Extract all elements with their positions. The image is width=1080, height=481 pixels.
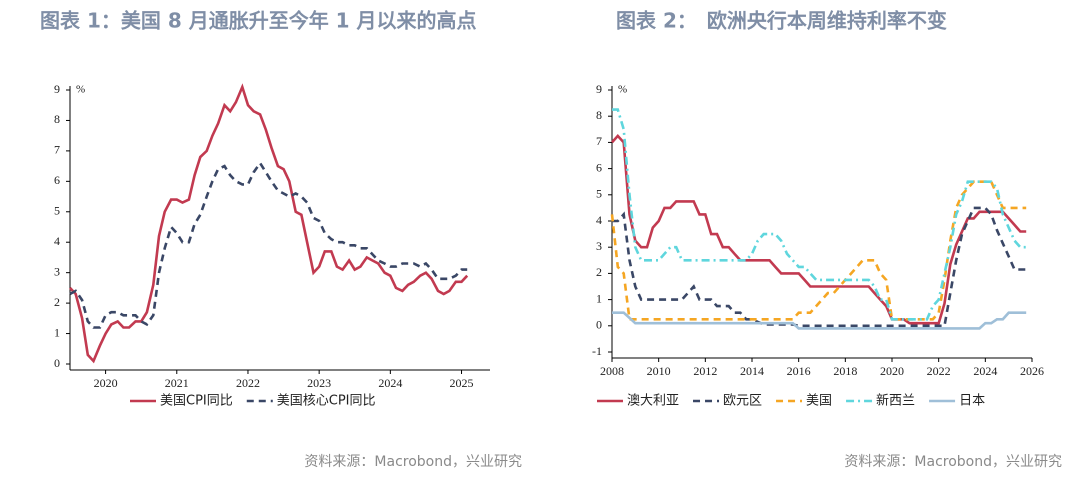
y-tick-label: 8 bbox=[596, 108, 602, 122]
x-tick-label: 2024 bbox=[973, 364, 997, 378]
x-tick-label: 2010 bbox=[647, 364, 671, 378]
y-tick-label: 4 bbox=[54, 234, 60, 248]
series-line bbox=[612, 206, 1027, 328]
x-tick-label: 2012 bbox=[693, 364, 717, 378]
y-tick-label: 5 bbox=[596, 187, 602, 201]
source: 资料来源：Macrobond，兴业研究 bbox=[304, 454, 522, 470]
x-tick-label: 2014 bbox=[740, 364, 764, 378]
legend-label: 美国核心CPI同比 bbox=[277, 394, 376, 409]
chart-title: 图表 2： 欧洲央行本周维持利率不变 bbox=[616, 9, 947, 33]
x-tick-label: 2025 bbox=[450, 376, 474, 390]
series-line bbox=[612, 311, 1027, 330]
y-tick-label: 1 bbox=[596, 291, 602, 305]
y-tick-label: 0 bbox=[596, 318, 602, 332]
y-tick-label: 5 bbox=[54, 204, 60, 218]
x-tick-label: 2022 bbox=[236, 376, 260, 390]
y-unit: % bbox=[618, 84, 627, 96]
series-line bbox=[611, 133, 1027, 325]
y-tick-label: 9 bbox=[54, 82, 60, 96]
y-tick-label: 6 bbox=[596, 160, 602, 174]
y-tick-label: 6 bbox=[54, 173, 60, 187]
x-tick-label: 2023 bbox=[307, 376, 331, 390]
y-tick-label: 3 bbox=[596, 239, 602, 253]
legend-label: 澳大利亚 bbox=[627, 393, 679, 409]
y-tick-label: -1 bbox=[592, 344, 602, 358]
series-line bbox=[69, 83, 469, 364]
y-tick-label: 4 bbox=[596, 213, 602, 227]
legend-label: 美国 bbox=[806, 394, 832, 409]
y-tick-label: 7 bbox=[54, 143, 60, 157]
legend-label: 日本 bbox=[959, 394, 985, 409]
y-tick-label: 2 bbox=[54, 295, 60, 309]
x-tick-label: 2026 bbox=[1020, 364, 1044, 378]
x-tick-label: 2020 bbox=[94, 376, 118, 390]
chart-title: 图表 1：美国 8 月通胀升至今年 1 月以来的高点 bbox=[40, 9, 477, 33]
x-tick-label: 2022 bbox=[927, 364, 951, 378]
legend-label: 新西兰 bbox=[876, 393, 915, 409]
y-tick-label: 3 bbox=[54, 264, 60, 278]
legend-label: 美国CPI同比 bbox=[160, 394, 233, 409]
y-tick-label: 9 bbox=[596, 82, 602, 96]
y-tick-label: 8 bbox=[54, 112, 60, 126]
y-unit: % bbox=[76, 84, 85, 96]
series-line bbox=[610, 180, 1027, 321]
x-tick-label: 2021 bbox=[165, 376, 189, 390]
x-tick-label: 2020 bbox=[880, 364, 904, 378]
y-tick-label: 0 bbox=[54, 356, 60, 370]
x-tick-label: 2008 bbox=[600, 364, 624, 378]
legend-label: 欧元区 bbox=[723, 394, 762, 409]
x-tick-label: 2024 bbox=[378, 376, 402, 390]
y-tick-label: 2 bbox=[596, 265, 602, 279]
source: 资料来源：Macrobond，兴业研究 bbox=[844, 454, 1062, 470]
series-line bbox=[69, 160, 468, 329]
y-tick-label: 7 bbox=[596, 134, 602, 148]
x-tick-label: 2016 bbox=[787, 364, 811, 378]
series-line bbox=[612, 108, 1027, 321]
x-tick-label: 2018 bbox=[833, 364, 857, 378]
y-tick-label: 1 bbox=[54, 325, 60, 339]
